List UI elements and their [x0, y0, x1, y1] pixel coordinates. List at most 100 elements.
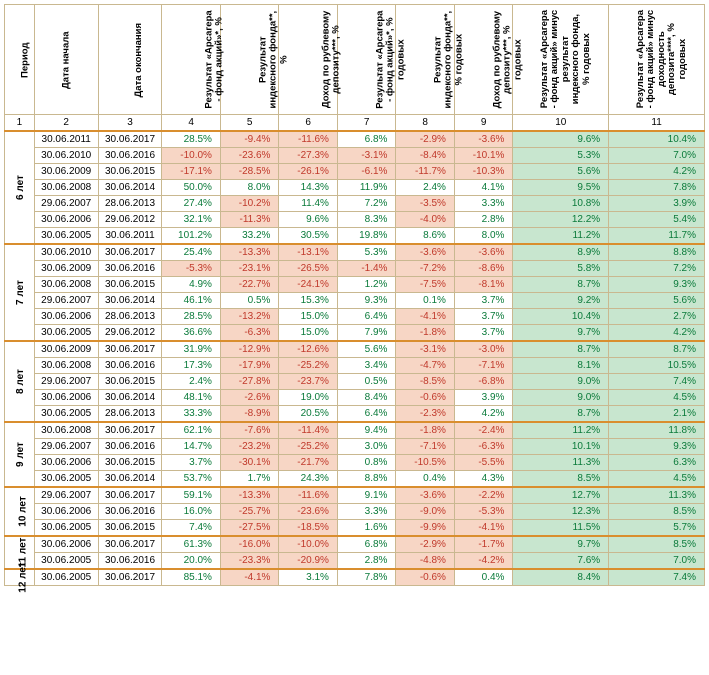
value-col-6: -24.1%	[279, 277, 338, 293]
value-col-6: 15.0%	[279, 325, 338, 342]
value-col-8: -4.0%	[396, 212, 455, 228]
date-start: 30.06.2009	[34, 341, 98, 358]
value-col-11: 7.0%	[609, 553, 705, 570]
table-body: 6 лет30.06.201130.06.201728.5%-9.4%-11.6…	[5, 131, 705, 586]
value-col-11: 7.4%	[609, 569, 705, 586]
value-col-7: 2.8%	[337, 553, 396, 570]
value-col-9: 4.3%	[454, 471, 513, 488]
value-col-10: 8.9%	[513, 244, 609, 261]
date-start: 30.06.2005	[34, 569, 98, 586]
value-col-7: 9.1%	[337, 487, 396, 504]
value-col-11: 9.3%	[609, 439, 705, 455]
value-col-8: -7.1%	[396, 439, 455, 455]
value-col-10: 5.8%	[513, 261, 609, 277]
value-col-4: 59.1%	[162, 487, 221, 504]
value-col-5: -13.3%	[220, 487, 279, 504]
value-col-7: 6.4%	[337, 309, 396, 325]
value-col-7: 3.3%	[337, 504, 396, 520]
value-col-9: -8.1%	[454, 277, 513, 293]
header-10: Результат «Арсагера - фонд акций» минус …	[609, 5, 705, 115]
value-col-10: 10.4%	[513, 309, 609, 325]
value-col-11: 2.1%	[609, 406, 705, 423]
value-col-5: -25.7%	[220, 504, 279, 520]
date-end: 30.06.2015	[98, 277, 162, 293]
value-col-9: 4.2%	[454, 406, 513, 423]
header-2: Дата окончания	[98, 5, 162, 115]
period-label: 12 лет	[5, 569, 35, 586]
value-col-5: 1.7%	[220, 471, 279, 488]
date-end: 30.06.2017	[98, 422, 162, 439]
value-col-6: -23.6%	[279, 504, 338, 520]
value-col-7: -6.1%	[337, 164, 396, 180]
value-col-11: 5.7%	[609, 520, 705, 537]
colnum-10: 10	[513, 115, 609, 132]
colnum-5: 5	[220, 115, 279, 132]
value-col-6: -12.6%	[279, 341, 338, 358]
value-col-10: 11.3%	[513, 455, 609, 471]
value-col-9: -6.3%	[454, 439, 513, 455]
value-col-9: -1.7%	[454, 536, 513, 553]
colnum-1: 1	[5, 115, 35, 132]
value-col-10: 11.2%	[513, 422, 609, 439]
value-col-8: -11.7%	[396, 164, 455, 180]
date-start: 30.06.2011	[34, 131, 98, 148]
value-col-11: 8.7%	[609, 341, 705, 358]
date-end: 30.06.2015	[98, 520, 162, 537]
value-col-8: 8.6%	[396, 228, 455, 245]
date-end: 30.06.2014	[98, 471, 162, 488]
header-9: Результат «Арсагера - фонд акций» минус …	[513, 5, 609, 115]
value-col-11: 4.5%	[609, 471, 705, 488]
value-col-8: -7.5%	[396, 277, 455, 293]
date-end: 28.06.2013	[98, 406, 162, 423]
value-col-8: -3.6%	[396, 487, 455, 504]
value-col-10: 9.0%	[513, 390, 609, 406]
value-col-8: -9.0%	[396, 504, 455, 520]
value-col-4: -10.0%	[162, 148, 221, 164]
date-end: 30.06.2016	[98, 261, 162, 277]
value-col-11: 6.3%	[609, 455, 705, 471]
value-col-9: 4.1%	[454, 180, 513, 196]
value-col-10: 8.5%	[513, 471, 609, 488]
value-col-8: -1.8%	[396, 422, 455, 439]
value-col-7: 11.9%	[337, 180, 396, 196]
date-start: 30.06.2006	[34, 212, 98, 228]
value-col-6: 3.1%	[279, 569, 338, 586]
value-col-4: 36.6%	[162, 325, 221, 342]
value-col-10: 12.2%	[513, 212, 609, 228]
value-col-6: -13.1%	[279, 244, 338, 261]
value-col-6: 24.3%	[279, 471, 338, 488]
value-col-8: -0.6%	[396, 390, 455, 406]
value-col-8: -4.1%	[396, 309, 455, 325]
value-col-7: 8.3%	[337, 212, 396, 228]
value-col-9: -3.6%	[454, 131, 513, 148]
value-col-11: 8.5%	[609, 536, 705, 553]
value-col-8: -4.8%	[396, 553, 455, 570]
value-col-10: 9.7%	[513, 536, 609, 553]
value-col-10: 10.1%	[513, 439, 609, 455]
value-col-8: 2.4%	[396, 180, 455, 196]
date-start: 30.06.2005	[34, 471, 98, 488]
value-col-5: -27.8%	[220, 374, 279, 390]
value-col-6: 14.3%	[279, 180, 338, 196]
value-col-7: 8.8%	[337, 471, 396, 488]
value-col-8: -7.2%	[396, 261, 455, 277]
header-0: Период	[5, 5, 35, 115]
value-col-9: -3.6%	[454, 244, 513, 261]
value-col-8: -8.5%	[396, 374, 455, 390]
value-col-7: 3.4%	[337, 358, 396, 374]
value-col-9: -8.6%	[454, 261, 513, 277]
value-col-9: -4.2%	[454, 553, 513, 570]
date-end: 30.06.2015	[98, 455, 162, 471]
date-end: 30.06.2015	[98, 164, 162, 180]
value-col-4: 2.4%	[162, 374, 221, 390]
date-start: 30.06.2009	[34, 164, 98, 180]
header-row: ПериодДата началаДата окончанияРезультат…	[5, 5, 705, 115]
performance-table: ПериодДата началаДата окончанияРезультат…	[4, 4, 705, 586]
period-label: 8 лет	[5, 341, 35, 422]
colnum-7: 7	[337, 115, 396, 132]
value-col-5: -10.2%	[220, 196, 279, 212]
value-col-5: -12.9%	[220, 341, 279, 358]
value-col-5: 8.0%	[220, 180, 279, 196]
value-col-9: -2.4%	[454, 422, 513, 439]
period-label: 9 лет	[5, 422, 35, 487]
